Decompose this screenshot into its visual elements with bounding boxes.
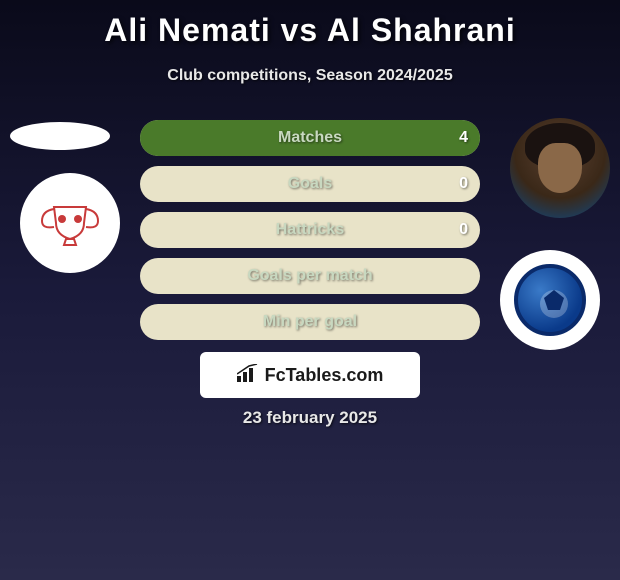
player-left-avatar (10, 122, 110, 150)
stat-value: 0 (459, 175, 468, 193)
stat-label: Matches (278, 129, 342, 147)
player-right-avatar (510, 118, 610, 218)
date-label: 23 february 2025 (0, 408, 620, 428)
footer-brand-text: FcTables.com (265, 365, 384, 386)
club-right-badge (500, 250, 600, 350)
stats-container: Matches 4 Goals 0 Hattricks 0 Goals per … (140, 120, 480, 350)
stat-label: Goals per match (247, 267, 372, 285)
ball-icon (514, 264, 586, 336)
stat-value: 4 (459, 129, 468, 147)
stat-label: Min per goal (263, 313, 357, 331)
stat-row-goals-per-match: Goals per match (140, 258, 480, 294)
stat-row-matches: Matches 4 (140, 120, 480, 156)
stat-label: Goals (288, 175, 332, 193)
stat-label: Hattricks (276, 221, 344, 239)
trophy-icon (34, 199, 106, 247)
stat-row-hattricks: Hattricks 0 (140, 212, 480, 248)
stat-value: 0 (459, 221, 468, 239)
chart-icon (237, 364, 259, 387)
club-left-badge (20, 173, 120, 273)
stat-row-goals: Goals 0 (140, 166, 480, 202)
subtitle: Club competitions, Season 2024/2025 (0, 67, 620, 85)
footer-brand: FcTables.com (200, 352, 420, 398)
stat-row-min-per-goal: Min per goal (140, 304, 480, 340)
page-title: Ali Nemati vs Al Shahrani (0, 0, 620, 49)
